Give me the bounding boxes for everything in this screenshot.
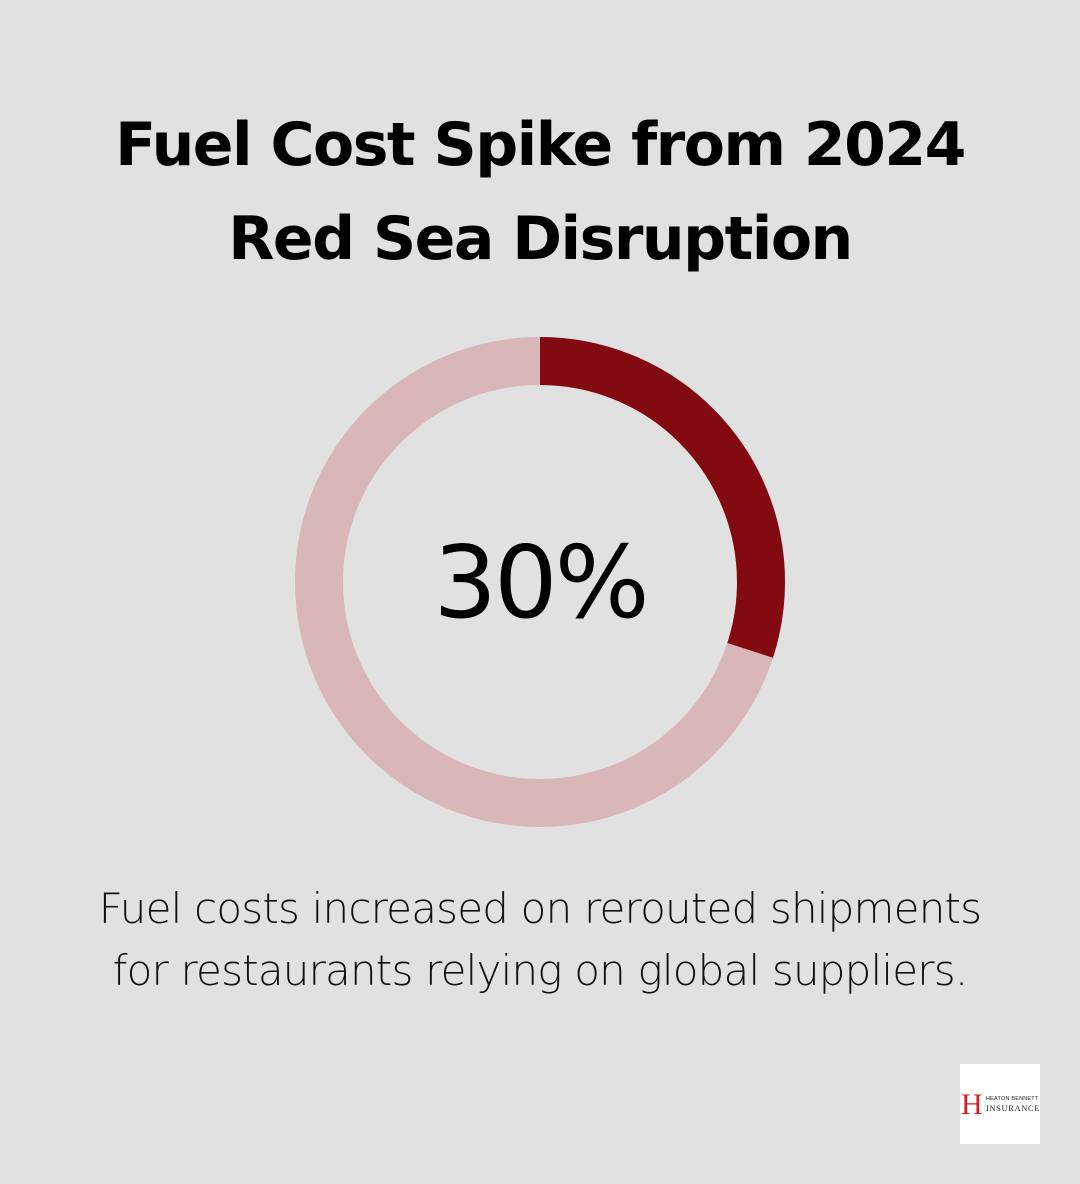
donut-chart xyxy=(295,337,785,827)
caption-line-2: for restaurants relying on global suppli… xyxy=(112,946,969,995)
title-line-1: Fuel Cost Spike from 2024 xyxy=(115,110,966,180)
logo-top-text: HEATON BENNETT xyxy=(986,1096,1039,1102)
caption-line-1: Fuel costs increased on rerouted shipmen… xyxy=(98,884,982,933)
donut-center-value: 30% xyxy=(433,523,649,641)
logo-bottom-text: INSURANCE xyxy=(986,1103,1041,1113)
page-title: Fuel Cost Spike from 2024 Red Sea Disrup… xyxy=(0,98,1080,286)
donut-fill-segment xyxy=(295,337,785,827)
caption: Fuel costs increased on rerouted shipmen… xyxy=(0,878,1080,1002)
title-line-2: Red Sea Disruption xyxy=(228,204,853,274)
logo-h-icon: H xyxy=(961,1088,983,1121)
heaton-bennett-logo: H HEATON BENNETT INSURANCE xyxy=(960,1064,1040,1144)
